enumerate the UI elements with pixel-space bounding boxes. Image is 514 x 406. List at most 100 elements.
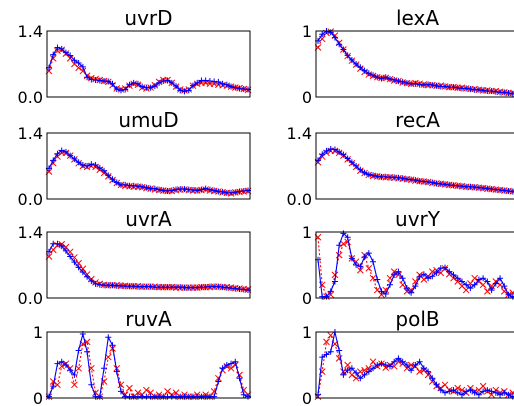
panel-2-point-plus: [88, 161, 95, 168]
panel-5-point-plus: [463, 281, 470, 288]
panel-6-point-plus: [228, 360, 235, 367]
panel-5-point-x: [412, 278, 419, 285]
panel-4-point-plus: [88, 278, 95, 285]
panel-3-point-plus: [344, 155, 351, 162]
panel-3-point-plus: [353, 163, 360, 169]
panel-7-point-x: [340, 368, 347, 375]
panel-5-point-plus: [357, 263, 364, 270]
panel-3-point-plus: [399, 175, 406, 182]
panel-5-point-plus: [344, 234, 351, 241]
panel-0-point-plus: [181, 88, 188, 95]
panel-7-point-plus: [378, 360, 385, 367]
panel-5-point-plus: [458, 278, 465, 285]
panel-7-point-plus: [425, 368, 432, 375]
panel-6-point-x: [164, 388, 171, 395]
panel-0-frame: [46, 30, 251, 98]
panel-2-point-plus: [198, 186, 205, 193]
panel-2-point-plus: [54, 150, 61, 157]
panel-0-point-plus: [151, 83, 158, 90]
panel-6-point-x: [49, 378, 57, 385]
panel-2-point-plus: [84, 163, 91, 169]
panel-7-point-x: [416, 368, 423, 375]
panel-4-title: uvrA: [125, 207, 172, 231]
panel-7-point-plus: [467, 387, 474, 394]
panel-1-point-plus: [357, 64, 364, 71]
panel-5-point-x: [365, 264, 373, 272]
panel-6-point-x: [126, 384, 133, 392]
panel-7-point-plus: [471, 389, 478, 396]
panel-2-point-plus: [92, 162, 99, 169]
panel-1-point-plus: [509, 90, 514, 97]
panel-1-point-plus: [344, 52, 351, 59]
panel-7-point-x: [344, 361, 351, 369]
panel-6-point-plus: [50, 383, 57, 390]
panel-2-point-plus: [206, 186, 213, 193]
panel-7-point-plus: [374, 362, 381, 368]
panel-5-point-plus: [391, 271, 398, 278]
panel-2-point-plus: [58, 147, 65, 154]
panel-5-point-plus: [433, 269, 440, 276]
panel-6-point-plus: [75, 347, 82, 354]
panel-0-point-plus: [185, 87, 192, 94]
panel-0-point-plus: [219, 80, 226, 87]
panel-7-point-plus: [408, 367, 415, 374]
panel-3-point-plus: [361, 169, 368, 176]
panel-2-frame: [46, 132, 251, 200]
panel-5-point-x: [403, 288, 411, 295]
panel-2-point-plus: [139, 183, 146, 190]
panel-6-point-x: [143, 386, 150, 394]
panel-5-point-x: [467, 280, 474, 287]
panel-7-point-plus: [348, 365, 355, 372]
panel-7-point-plus: [365, 368, 372, 375]
panel-4-point-plus: [62, 247, 69, 254]
panel-7-point-x: [441, 381, 449, 389]
panel-7-title: polB: [395, 307, 439, 331]
panel-4-point-x: [79, 265, 87, 273]
panel-0-point-plus: [109, 80, 116, 87]
panel-6-point-plus: [223, 362, 230, 368]
panel-6-point-plus: [236, 375, 243, 382]
panel-7-point-plus: [509, 393, 514, 400]
panel-0-point-plus: [232, 84, 239, 91]
panel-6-point-plus: [67, 367, 74, 374]
panel-4-ytick-label: 1.4: [18, 223, 43, 242]
panel-2-point-plus: [71, 155, 78, 162]
panel-7-point-x: [424, 371, 432, 379]
panel-5-point-plus: [365, 250, 372, 257]
panel-0-point-plus: [130, 79, 137, 86]
panel-1-point-plus: [416, 81, 423, 88]
panel-6-point-plus: [54, 360, 61, 367]
panel-5-point-plus: [408, 289, 415, 296]
panel-1-point-plus: [501, 89, 508, 96]
panel-1-point-plus: [340, 46, 347, 53]
panel-3-ytick-label: 0.0: [287, 190, 312, 209]
panel-7-ytick-label: 1: [302, 323, 312, 342]
panel-7-point-plus: [446, 388, 453, 395]
panel-7-point-plus: [391, 358, 398, 365]
panel-6-point-plus: [58, 358, 65, 365]
panel-3-point-plus: [323, 147, 330, 154]
panel-1-point-plus: [391, 76, 398, 83]
panel-5-point-plus: [348, 255, 355, 262]
panel-1-point-plus: [475, 86, 482, 93]
panel-1-point-plus: [353, 61, 360, 67]
panel-0-point-plus: [122, 86, 129, 93]
panel-5-point-plus: [382, 291, 389, 298]
panel-5-point-plus: [395, 268, 402, 275]
panel-0-ytick-label: 0.0: [18, 88, 43, 107]
panel-5-ytick-label: 0: [302, 289, 312, 308]
panel-7-point-plus: [484, 387, 491, 394]
panel-1-point-plus: [463, 85, 470, 92]
panel-1-point-plus: [412, 80, 419, 87]
panel-4-point-plus: [92, 280, 99, 287]
panel-2-point-plus: [62, 148, 69, 155]
panel-0-point-plus: [54, 44, 61, 51]
panel-2-point-plus: [75, 159, 82, 166]
panel-5-point-x: [484, 288, 491, 295]
panel-4-point-plus: [71, 259, 78, 266]
panel-2-title: umuD: [118, 108, 178, 132]
panel-2-point-plus: [202, 185, 209, 192]
panel-0-point-plus: [105, 78, 112, 85]
panel-1-point-plus: [433, 82, 440, 89]
panel-6-point-plus: [88, 381, 95, 388]
